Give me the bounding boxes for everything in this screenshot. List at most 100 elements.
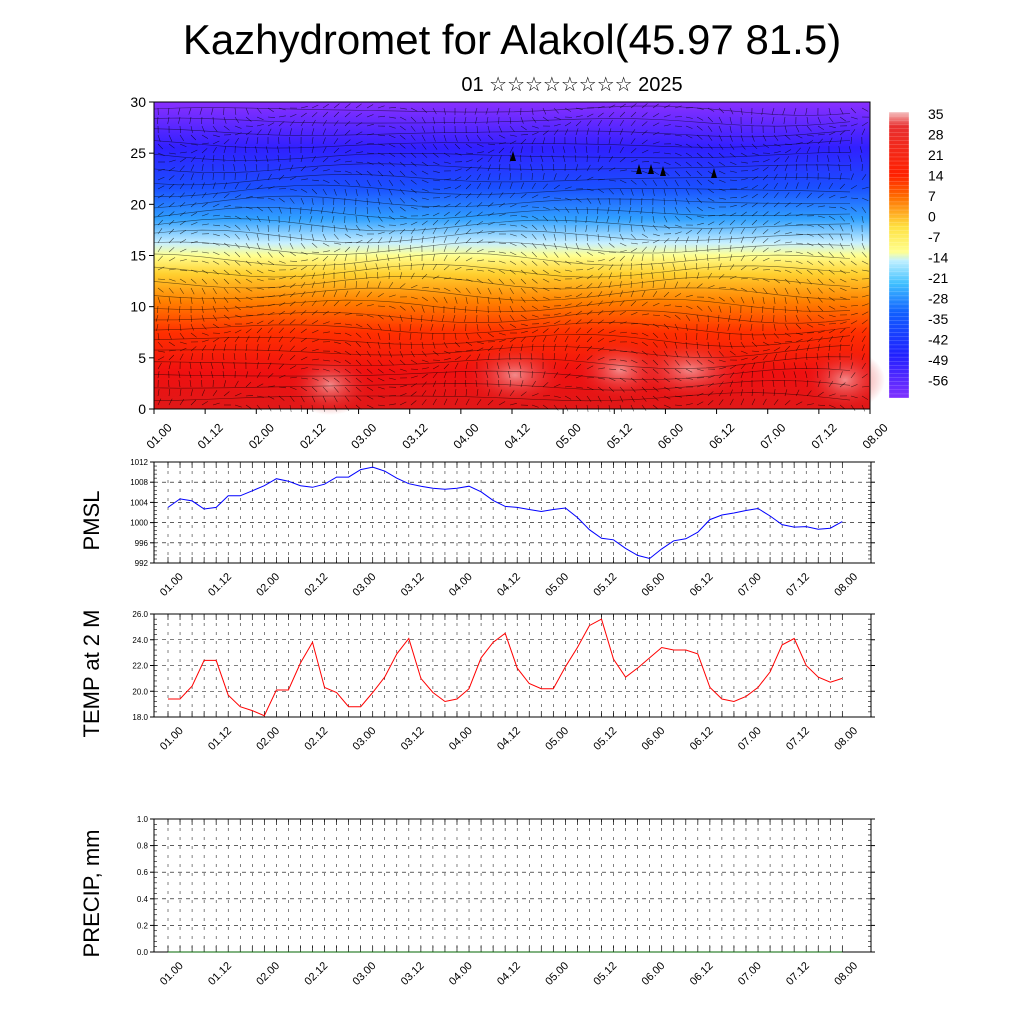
wind-barb (223, 336, 230, 343)
wind-barb (740, 227, 745, 235)
contour-line (153, 163, 851, 174)
wind-barb (828, 125, 836, 129)
wind-barb (421, 116, 426, 124)
wind-barb (201, 278, 208, 285)
wind-barb (520, 193, 527, 199)
wind-barb (421, 341, 424, 349)
wind-barb (168, 388, 171, 397)
wind-barb (729, 134, 733, 142)
wind-barb (617, 206, 621, 214)
wind-barb (410, 206, 418, 210)
wind-barb (454, 176, 462, 181)
wind-barb (597, 319, 604, 325)
wind-barb (399, 272, 403, 280)
wind-barb (496, 362, 500, 370)
wind-barb (366, 238, 373, 244)
wind-barb (838, 164, 841, 172)
wind-barb (344, 395, 350, 402)
wind-barb (531, 329, 539, 334)
wind-barb (828, 278, 835, 284)
wind-barb (553, 123, 561, 127)
wind-barb (476, 230, 484, 235)
wind-barb (740, 380, 743, 388)
wind-barb (586, 355, 593, 361)
wind-barb (586, 301, 593, 307)
wind-barb (718, 220, 725, 226)
wind-barb (784, 182, 789, 190)
wind-barb (619, 137, 623, 145)
wind-barb (641, 341, 648, 347)
wind-barb (850, 206, 857, 212)
wind-barb (443, 287, 451, 292)
wind-barb (674, 359, 680, 366)
wind-barb (443, 265, 450, 271)
wind-barb (729, 107, 734, 115)
wind-barb (377, 134, 386, 137)
wind-barb (399, 341, 401, 350)
wind-barb (157, 350, 165, 353)
wind-barb (575, 310, 582, 316)
wind-barb (795, 278, 801, 285)
wind-barb (520, 296, 526, 303)
wind-barb (322, 119, 327, 127)
wind-barb (278, 197, 285, 203)
wind-barb (399, 401, 407, 406)
wind-barb (552, 163, 555, 172)
wind-barb (244, 146, 247, 154)
wind-barb (553, 129, 559, 136)
wind-barb (850, 163, 852, 172)
wind-barb (553, 278, 561, 282)
wind-barb (685, 271, 687, 280)
wind-barb (828, 107, 831, 115)
wind-barb (530, 353, 533, 361)
wind-barb (531, 380, 536, 388)
wind-barb (542, 305, 550, 308)
wind-barb (300, 178, 308, 181)
wind-barb (443, 371, 447, 379)
wind-barb (311, 264, 317, 271)
wind-barb (245, 381, 252, 388)
page-title: Kazhydromet for Alakol(45.97 81.5) (182, 16, 842, 63)
wind-barb (388, 206, 394, 213)
wind-barb (168, 166, 176, 172)
wind-barb (212, 352, 214, 361)
wind-barb (806, 125, 812, 132)
wind-barb (729, 341, 733, 349)
wind-barb (597, 178, 605, 181)
wind-barb (201, 182, 205, 190)
wind-barb (806, 116, 809, 124)
wind-barb (641, 359, 648, 365)
wind-barb (740, 296, 745, 304)
wind-barb (454, 185, 462, 190)
wind-barb (718, 116, 723, 124)
wind-barb (366, 404, 374, 409)
wind-barb (553, 404, 559, 411)
wind-barb (575, 395, 582, 402)
wind-barb (388, 116, 396, 119)
wind-barb (652, 161, 660, 164)
wind-barb (630, 129, 636, 136)
wind-barb (784, 314, 787, 322)
wind-barb (410, 341, 412, 350)
wind-barb (157, 194, 165, 199)
wind-barb (806, 251, 814, 256)
wind-barb (663, 188, 666, 196)
wind-barb (443, 236, 447, 244)
wind-barb (322, 188, 327, 196)
wind-barb (674, 281, 679, 289)
wind-barb (234, 380, 239, 388)
wind-barb (553, 224, 557, 232)
wind-barb (564, 122, 572, 127)
wind-barb (793, 107, 797, 115)
wind-barb (410, 125, 416, 132)
wind-barb (190, 202, 197, 208)
wind-barb (663, 179, 668, 187)
wind-barb (245, 206, 253, 210)
wind-barb (751, 362, 756, 370)
wind-barb (707, 341, 709, 350)
wind-barb (630, 188, 634, 196)
wind-barb (729, 236, 733, 244)
wind-barb (784, 260, 792, 263)
wind-barb (828, 242, 834, 249)
wind-barb (827, 352, 830, 361)
